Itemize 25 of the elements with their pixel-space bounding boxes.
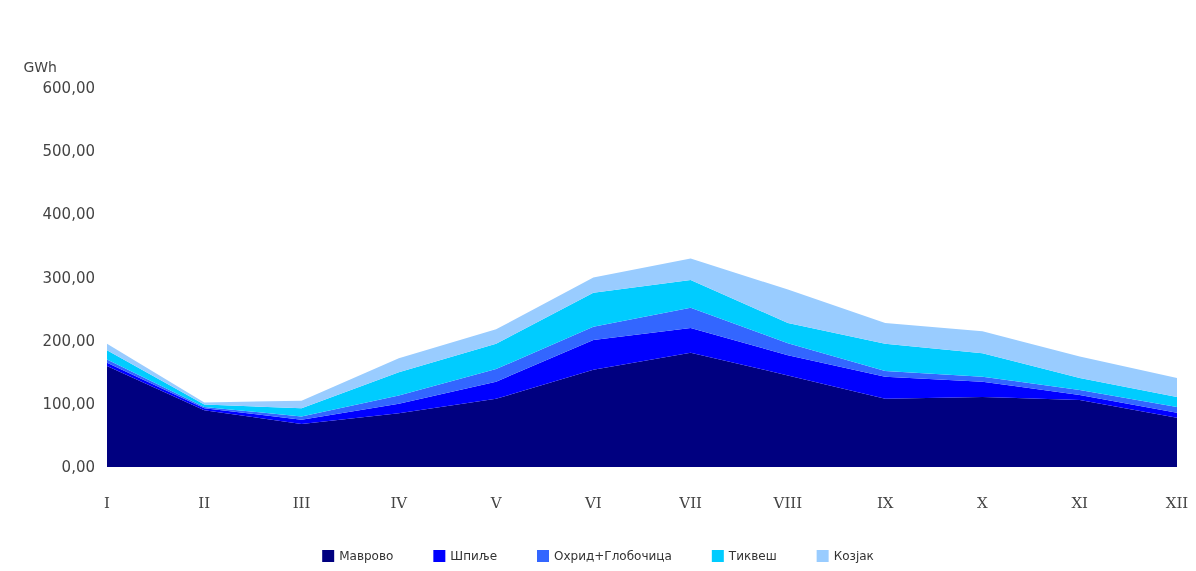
y-tick-label: 200,00 xyxy=(42,331,95,350)
x-tick-label: X xyxy=(977,493,989,512)
y-tick-label: 300,00 xyxy=(42,268,95,287)
legend-label: Тиквеш xyxy=(727,549,777,563)
legend-label: Шпиље xyxy=(450,549,498,563)
x-tick-label: II xyxy=(198,493,211,512)
y-tick-label: 0,00 xyxy=(61,458,95,476)
x-tick-label: VII xyxy=(678,493,703,512)
legend-label: Козјак xyxy=(833,549,874,563)
x-tick-label: I xyxy=(104,493,111,512)
x-tick-label: IX xyxy=(876,493,894,512)
x-tick-label: XI xyxy=(1071,493,1089,512)
y-tick-label: 500,00 xyxy=(42,142,95,161)
x-tick-label: VIII xyxy=(772,493,803,512)
x-tick-label: III xyxy=(292,493,311,512)
x-tick-label: V xyxy=(489,493,503,512)
y-tick-label: 100,00 xyxy=(42,394,95,413)
y-axis-title: GWh xyxy=(23,59,57,75)
x-tick-label: VI xyxy=(583,493,602,512)
y-tick-label: 400,00 xyxy=(42,205,95,224)
x-tick-label: XII xyxy=(1165,493,1189,512)
legend-label: Маврово xyxy=(339,549,394,563)
y-tick-label: 600,00 xyxy=(42,79,95,97)
x-tick-label: IV xyxy=(390,493,409,512)
legend-label: Охрид+Глобочица xyxy=(554,549,672,563)
